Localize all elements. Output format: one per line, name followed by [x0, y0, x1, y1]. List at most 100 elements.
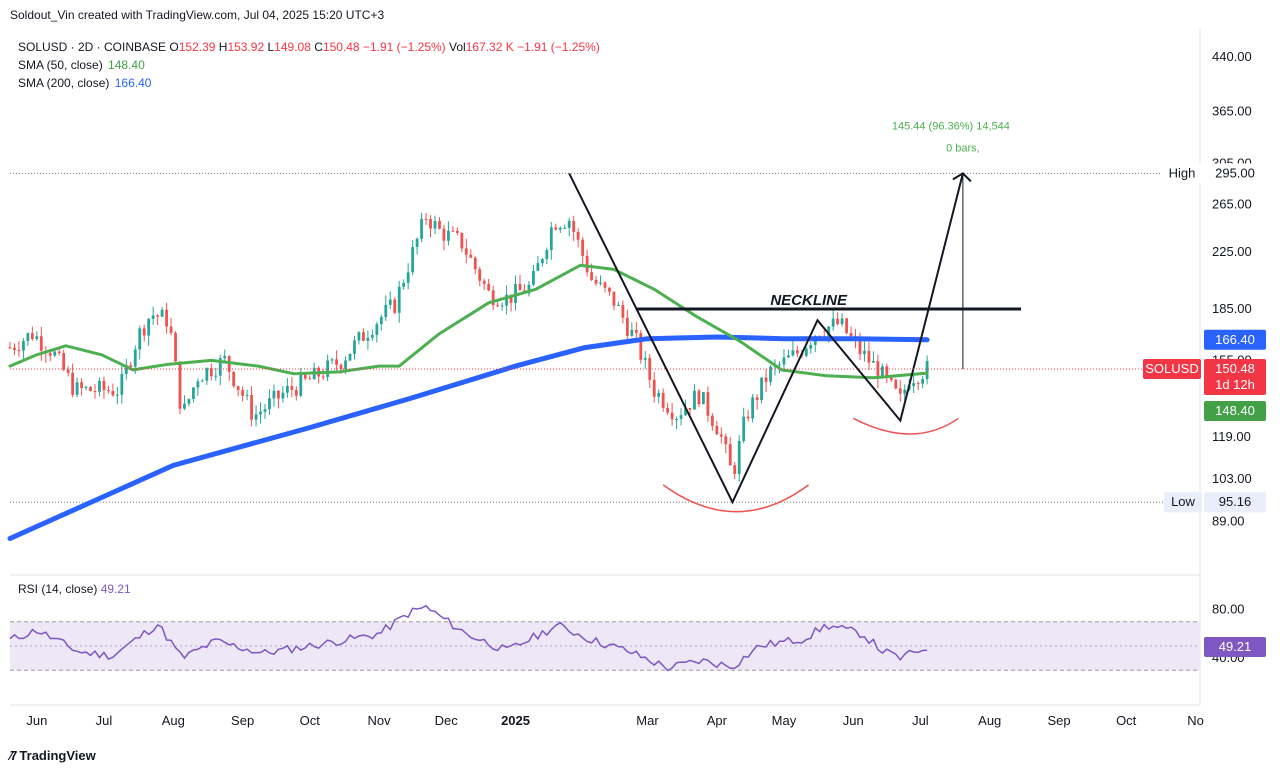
candle-body	[643, 357, 647, 360]
candle-body	[880, 366, 884, 379]
sma200-label[interactable]: SMA (200, close)	[18, 76, 110, 90]
neckline-label: NECKLINE	[770, 292, 848, 309]
sma50-label[interactable]: SMA (50, close)	[18, 58, 103, 72]
candle-body	[540, 259, 544, 264]
candle-body	[183, 403, 186, 409]
overlays: NECKLINE 145.44 (96.36%) 14,544 0 bars,	[7, 120, 1200, 541]
candle-body	[370, 334, 374, 338]
candle-body	[836, 318, 840, 325]
candle-body	[630, 329, 634, 336]
candle-body	[903, 389, 907, 394]
candle-body	[849, 333, 853, 337]
last-price-badge-text: 150.48	[1215, 361, 1255, 376]
candle-body	[451, 230, 455, 232]
candle-body	[447, 230, 450, 241]
candle-body	[867, 350, 871, 363]
y-tick-label: 185.00	[1212, 301, 1252, 316]
candle-body	[706, 392, 710, 416]
candle-body	[22, 340, 25, 351]
candle-body	[733, 465, 737, 474]
candle-body	[688, 408, 692, 410]
tradingview-logo[interactable]: ⁄7 TradingView	[10, 748, 96, 763]
candle-body	[496, 305, 500, 307]
candle-body	[894, 379, 898, 389]
candle-body	[57, 351, 61, 354]
candle-body	[330, 359, 334, 361]
candle-body	[652, 379, 656, 397]
candle-body	[666, 407, 670, 413]
candle-body	[411, 247, 415, 273]
low-label-badge	[1164, 492, 1202, 513]
candle-body	[245, 395, 249, 397]
candle-body	[196, 381, 200, 388]
candle-body	[621, 304, 625, 318]
candle-body	[778, 364, 781, 366]
candle-body	[366, 337, 370, 341]
change-value: −1.91 (−1.25%)	[362, 40, 446, 54]
candle-body	[755, 397, 759, 401]
candle-body	[514, 283, 517, 303]
candle-body	[608, 287, 611, 292]
rsi-label[interactable]: RSI (14, close)	[18, 582, 98, 596]
candle-body	[384, 304, 388, 317]
y-tick-label: 265.00	[1212, 197, 1252, 212]
candle-body	[724, 436, 728, 445]
candle-body	[420, 218, 423, 239]
last-price-badge	[1204, 359, 1266, 396]
symbol-label[interactable]: SOLUSD · 2D · COINBASE	[18, 40, 167, 54]
candle-body	[80, 382, 83, 388]
candle-body	[124, 365, 128, 374]
cup-arc-left	[662, 484, 810, 513]
candle-body	[169, 326, 173, 333]
candle-body	[214, 375, 218, 377]
candle-body	[397, 286, 401, 313]
candle-body	[590, 272, 593, 280]
candle-body	[17, 350, 21, 352]
candle-body	[433, 220, 437, 229]
volume-label: Vol	[449, 40, 466, 54]
candle-body	[66, 369, 70, 373]
candle-body	[831, 318, 835, 327]
candle-body	[48, 353, 52, 356]
candle-body	[375, 324, 379, 335]
candle-body	[599, 282, 602, 284]
candle-body	[491, 290, 495, 306]
candle-body	[670, 412, 674, 420]
candle-body	[178, 361, 182, 409]
tradingview-logo-icon: ⁄7	[10, 748, 18, 763]
volume-value: 167.32 K	[465, 40, 514, 54]
x-tick-label: Mar	[636, 713, 659, 728]
candle-body	[482, 280, 486, 284]
candle-body	[147, 318, 151, 336]
close-value: 150.48	[322, 40, 360, 54]
candle-body	[594, 279, 598, 284]
candle-body	[876, 361, 880, 379]
low-value-badge-text: 95.16	[1219, 494, 1252, 509]
candle-body	[438, 220, 441, 229]
candle-body	[737, 440, 741, 474]
candle-body	[321, 376, 325, 378]
candle-body	[576, 231, 580, 240]
candles	[8, 212, 929, 482]
candle-body	[344, 360, 347, 369]
candle-body	[353, 340, 356, 354]
candle-body	[809, 344, 813, 349]
candle-body	[697, 390, 701, 405]
candle-body	[299, 374, 303, 396]
candle-body	[26, 333, 30, 341]
candle-body	[898, 388, 902, 394]
high-value-badge-text: 295.00	[1215, 165, 1255, 180]
candle-body	[804, 348, 808, 356]
candle-body	[362, 332, 365, 341]
candle-body	[764, 377, 768, 382]
open-label: O	[169, 40, 179, 54]
sma200-price-badge	[1204, 329, 1266, 350]
y-tick-label: 440.00	[1212, 49, 1252, 64]
candle-body	[111, 390, 115, 396]
candle-body	[532, 270, 535, 285]
candle-body	[192, 387, 195, 399]
candle-body	[93, 391, 97, 393]
candle-body	[429, 219, 432, 229]
candle-body	[473, 257, 477, 270]
